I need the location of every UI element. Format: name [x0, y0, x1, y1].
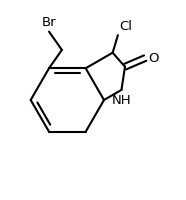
Text: NH: NH — [112, 94, 131, 107]
Text: Br: Br — [42, 16, 56, 29]
Text: O: O — [148, 52, 158, 65]
Text: Cl: Cl — [120, 20, 133, 33]
